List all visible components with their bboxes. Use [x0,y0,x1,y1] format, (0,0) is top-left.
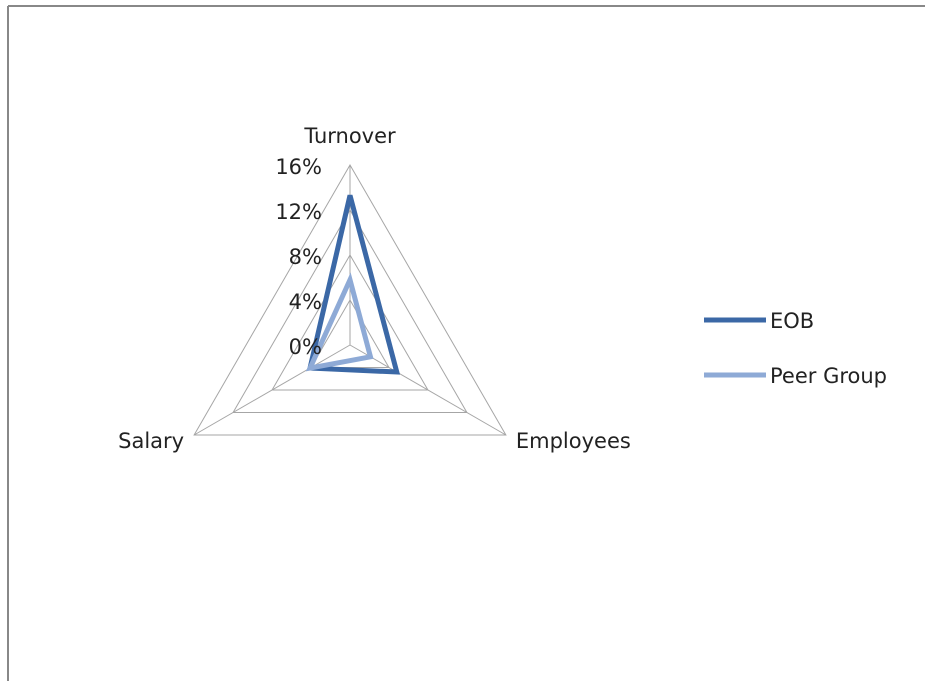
series-line [305,272,374,372]
series-line [306,194,401,375]
spoke [193,344,351,436]
category-label: Employees [516,429,631,453]
tick-label: 4% [289,290,322,314]
category-label: Turnover [303,124,396,148]
legend-label: Peer Group [770,364,887,388]
category-label: Salary [118,429,184,453]
grid-ring [193,164,507,436]
grid-ring [271,254,429,391]
spoke [349,344,507,436]
tick-label: 12% [275,200,322,224]
tick-label: 16% [275,155,322,179]
tick-label: 8% [289,245,322,269]
tick-label: 0% [289,335,322,359]
grid-ring [232,208,468,413]
legend-label: EOB [770,309,814,333]
